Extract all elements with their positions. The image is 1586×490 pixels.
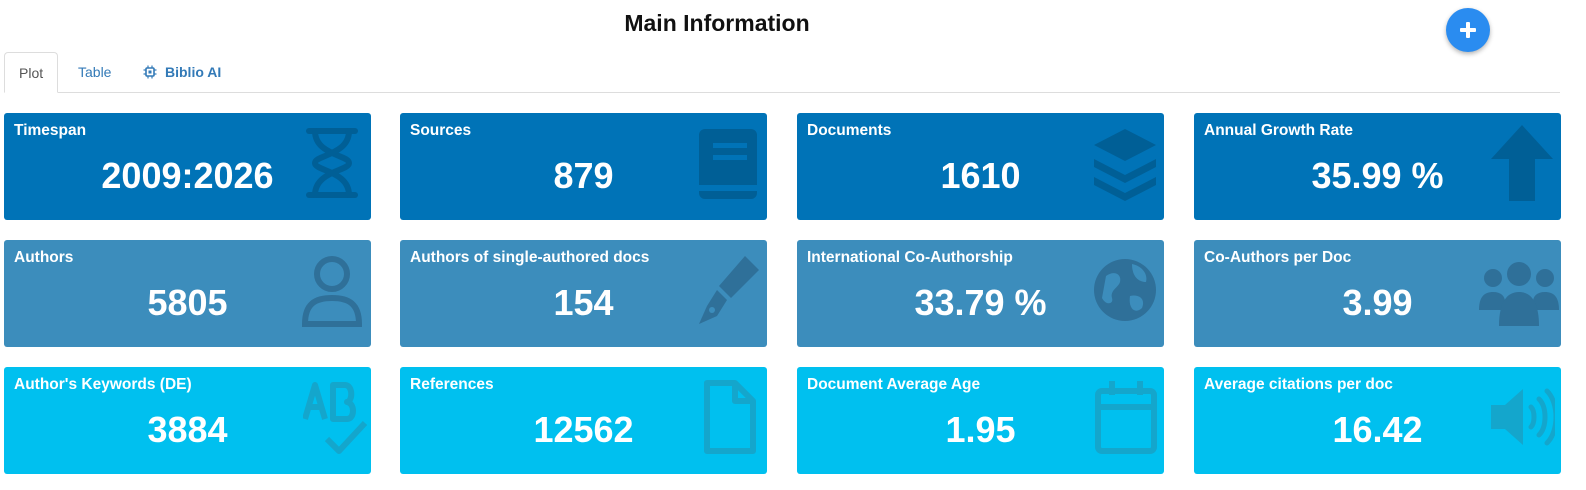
card-label: Sources bbox=[410, 122, 472, 139]
card-annual-growth-rate: Annual Growth Rate 35.99 % bbox=[1194, 113, 1561, 220]
add-button[interactable] bbox=[1446, 8, 1490, 52]
card-label: Author's Keywords (DE) bbox=[14, 376, 192, 393]
card-value: 35.99 % bbox=[1311, 155, 1444, 196]
tab-biblio-ai[interactable]: Biblio AI bbox=[143, 52, 221, 92]
user-icon bbox=[299, 252, 365, 328]
card-value: 154 bbox=[553, 282, 614, 323]
arrow-up-icon bbox=[1489, 125, 1555, 201]
plus-icon bbox=[1460, 22, 1476, 38]
card-value: 5805 bbox=[147, 282, 228, 323]
card-value: 2009:2026 bbox=[101, 155, 274, 196]
card-average-citations: Average citations per doc 16.42 bbox=[1194, 367, 1561, 474]
card-value: 879 bbox=[553, 155, 614, 196]
tab-plot-label: Plot bbox=[19, 64, 44, 81]
tab-table[interactable]: Table bbox=[78, 52, 111, 92]
card-document-average-age: Document Average Age 1.95 bbox=[797, 367, 1164, 474]
users-icon bbox=[1479, 252, 1559, 328]
card-sources: Sources 879 bbox=[400, 113, 767, 220]
card-label: Timespan bbox=[14, 122, 87, 139]
card-value: 3884 bbox=[147, 409, 228, 450]
book-icon bbox=[695, 125, 761, 201]
page-title: Main Information bbox=[624, 10, 810, 36]
card-international-co-authorship: International Co-Authorship 33.79 % bbox=[797, 240, 1164, 347]
card-value: 12562 bbox=[533, 409, 634, 450]
card-label: Document Average Age bbox=[807, 376, 981, 393]
tab-table-label: Table bbox=[78, 64, 112, 80]
card-value: 16.42 bbox=[1332, 409, 1423, 450]
card-label: Average citations per doc bbox=[1204, 376, 1393, 393]
card-label: Documents bbox=[807, 122, 892, 139]
card-authors: Authors 5805 bbox=[4, 240, 371, 347]
spell-check-icon bbox=[303, 379, 369, 455]
file-icon bbox=[695, 379, 761, 455]
card-timespan: Timespan 2009:2026 bbox=[4, 113, 371, 220]
calendar-icon bbox=[1092, 379, 1158, 455]
card-label: References bbox=[410, 376, 494, 393]
card-value: 3.99 bbox=[1342, 282, 1413, 323]
card-value: 1610 bbox=[940, 155, 1021, 196]
card-value: 1.95 bbox=[945, 409, 1016, 450]
card-single-authored: Authors of single-authored docs 154 bbox=[400, 240, 767, 347]
card-label: International Co-Authorship bbox=[807, 249, 1013, 266]
card-label: Authors of single-authored docs bbox=[410, 249, 650, 266]
card-label: Authors bbox=[14, 249, 74, 266]
card-references: References 12562 bbox=[400, 367, 767, 474]
globe-icon bbox=[1092, 252, 1158, 328]
hourglass-icon bbox=[299, 125, 365, 201]
card-value: 33.79 % bbox=[914, 282, 1047, 323]
pen-nib-icon bbox=[695, 252, 761, 328]
tab-bar: Plot Table Biblio AI bbox=[4, 52, 1560, 93]
tab-biblio-ai-label: Biblio AI bbox=[165, 64, 222, 80]
layers-icon bbox=[1092, 125, 1158, 201]
card-co-authors-per-doc: Co-Authors per Doc 3.99 bbox=[1194, 240, 1561, 347]
card-label: Co-Authors per Doc bbox=[1204, 249, 1352, 266]
volume-icon bbox=[1489, 379, 1555, 455]
card-label: Annual Growth Rate bbox=[1204, 122, 1353, 139]
chip-icon bbox=[143, 65, 157, 79]
card-authors-keywords: Author's Keywords (DE) 3884 bbox=[4, 367, 371, 474]
card-documents: Documents 1610 bbox=[797, 113, 1164, 220]
tab-plot[interactable]: Plot bbox=[4, 52, 59, 93]
